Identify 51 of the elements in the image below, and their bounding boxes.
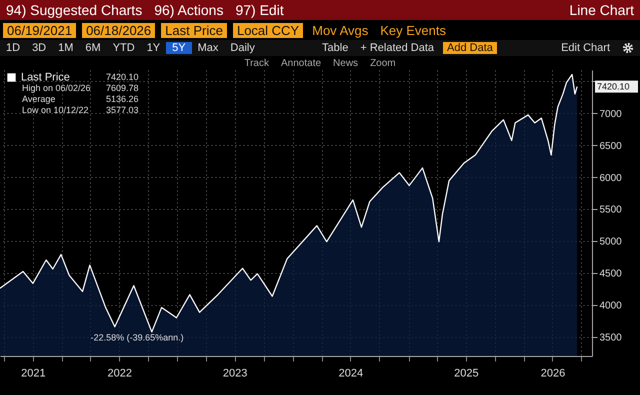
text: Mov Avgs xyxy=(311,22,370,38)
x-tick-label: 2025 xyxy=(454,368,479,380)
annotation: 7420.10 xyxy=(597,82,630,92)
annotation: Low on 10/12/22 xyxy=(22,105,89,115)
text: Edit Chart xyxy=(560,42,612,54)
legend-label: Last Price xyxy=(21,72,70,84)
text: 1Y xyxy=(146,42,162,54)
annotation: High on 06/02/26 xyxy=(22,83,91,93)
annotation: 5136.26 xyxy=(106,94,139,104)
text: 6M xyxy=(84,42,102,54)
annotation: 3577.03 xyxy=(106,105,139,115)
x-tick-label: 2022 xyxy=(107,368,132,380)
text: YTD xyxy=(112,42,136,54)
text: Track xyxy=(243,58,270,68)
x-tick-label: 2023 xyxy=(222,368,248,380)
text: 06/18/2026 xyxy=(82,22,156,38)
annotation: 7420.10 xyxy=(106,72,139,82)
text: 96) Actions xyxy=(153,2,224,18)
y-tick-label: 4000 xyxy=(600,300,622,312)
text: Line Chart xyxy=(568,2,635,18)
text: Key Events xyxy=(379,22,447,38)
y-tick-label: 5000 xyxy=(600,236,622,248)
text: 3D xyxy=(31,42,48,54)
text: News xyxy=(332,58,360,68)
text: Annotate xyxy=(280,58,322,68)
text: Local CCY xyxy=(232,22,304,38)
text: 1D xyxy=(5,42,22,54)
text: + Related Data xyxy=(359,42,436,54)
x-tick-label: 2021 xyxy=(21,368,46,380)
y-tick-label: 6500 xyxy=(600,140,622,152)
text: Daily xyxy=(229,42,256,54)
y-tick-label: 7000 xyxy=(600,108,622,120)
text: 97) Edit xyxy=(234,2,285,18)
x-tick-label: 2026 xyxy=(540,368,566,380)
annotation: Average xyxy=(22,94,56,104)
y-tick-label: 5500 xyxy=(600,204,622,216)
text: Add Data xyxy=(443,42,497,54)
y-tick-label: 6000 xyxy=(600,172,622,184)
y-tick-label: 3500 xyxy=(600,332,622,344)
text: 94) Suggested Charts xyxy=(5,2,144,18)
text: Last Price xyxy=(161,22,227,38)
text: 5Y xyxy=(166,42,192,54)
text: Zoom xyxy=(369,58,397,68)
text: 1M xyxy=(57,42,74,54)
text: 06/19/2021 xyxy=(3,22,76,38)
y-tick-label: 4500 xyxy=(600,268,622,280)
text: Max xyxy=(196,42,220,54)
annotation: -22.58% (-39.65%ann.) xyxy=(90,332,184,342)
annotation: 7609.78 xyxy=(106,83,139,93)
text: Table xyxy=(321,42,350,54)
x-tick-label: 2024 xyxy=(338,368,364,380)
